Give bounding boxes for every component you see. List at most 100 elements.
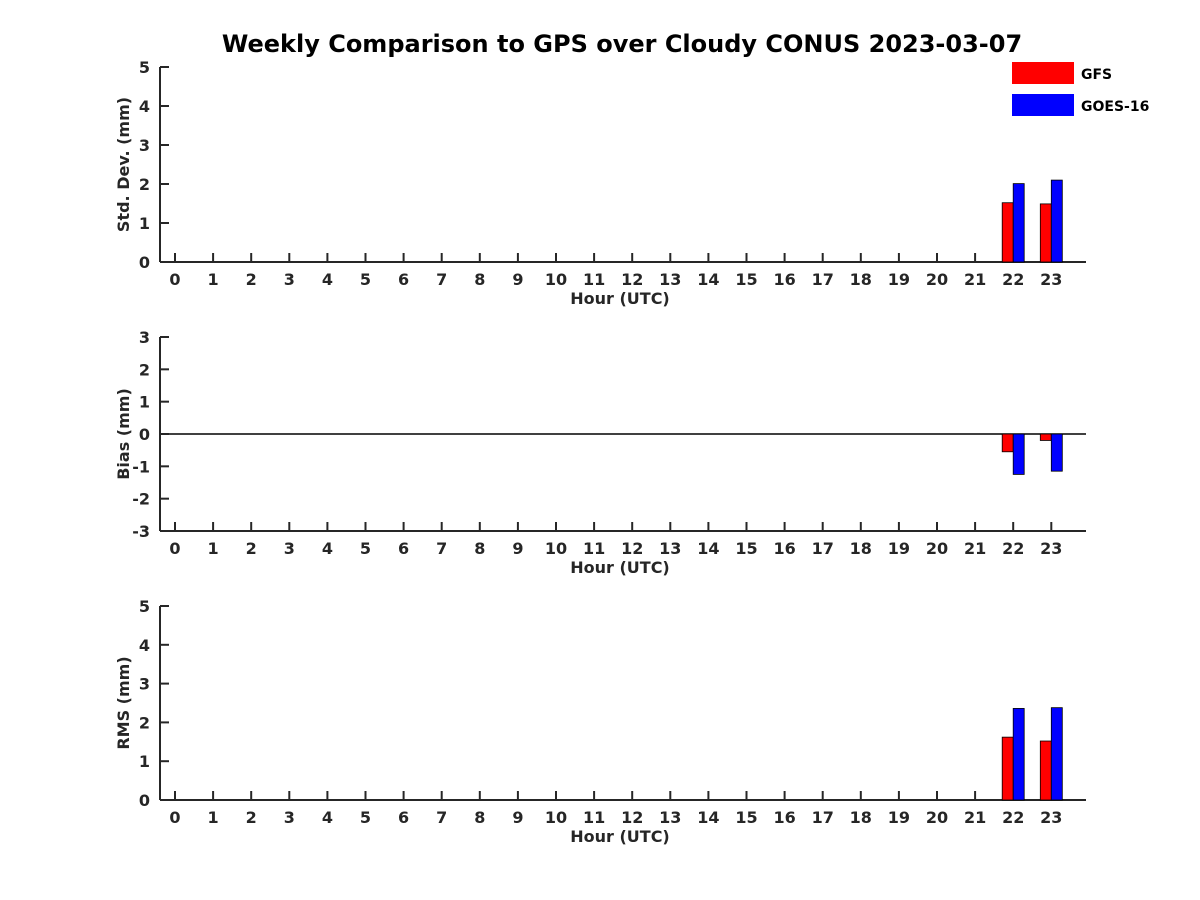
x-tick-label: 6 [398, 270, 409, 289]
legend: GFS GOES-16 [1012, 62, 1149, 116]
bar-goes-16-hour-22 [1012, 183, 1025, 263]
bar-gfs-hour-22 [1001, 736, 1014, 801]
x-tick-label: 18 [850, 270, 872, 289]
bar-goes-16-hour-23 [1050, 179, 1063, 263]
y-tick-label: 2 [139, 713, 150, 732]
x-tick-label: 7 [436, 808, 447, 827]
x-tick-label: 20 [926, 539, 948, 558]
x-tick-label: 4 [322, 539, 333, 558]
x-tick-label: 9 [512, 808, 523, 827]
x-tick-label: 20 [926, 270, 948, 289]
bar-gfs-hour-22 [1001, 433, 1014, 453]
x-tick-label: 6 [398, 539, 409, 558]
x-tick-label: 23 [1040, 270, 1062, 289]
x-tick-label: 8 [474, 808, 485, 827]
x-axis-label: Hour (UTC) [570, 558, 670, 577]
x-tick-label: 15 [735, 539, 757, 558]
x-tick-label: 22 [1002, 539, 1024, 558]
x-tick-label: 4 [322, 808, 333, 827]
x-tick-label: 7 [436, 270, 447, 289]
x-tick-label: 19 [888, 808, 910, 827]
x-tick-label: 20 [926, 808, 948, 827]
x-tick-label: 5 [360, 270, 371, 289]
x-tick-label: 11 [583, 539, 605, 558]
x-tick-label: 11 [583, 270, 605, 289]
y-tick-label: 3 [139, 328, 150, 347]
x-tick-label: 23 [1040, 539, 1062, 558]
x-tick-label: 10 [545, 270, 567, 289]
x-tick-label: 13 [659, 539, 681, 558]
x-tick-label: 9 [512, 270, 523, 289]
x-axis-label: Hour (UTC) [570, 827, 670, 846]
x-tick-label: 23 [1040, 808, 1062, 827]
y-tick-label: 0 [139, 425, 150, 444]
x-tick-label: 0 [169, 270, 180, 289]
y-tick-label: 2 [139, 175, 150, 194]
x-tick-label: 6 [398, 808, 409, 827]
x-tick-label: 14 [697, 539, 719, 558]
x-tick-label: 12 [621, 808, 643, 827]
y-tick-label: -1 [132, 457, 150, 476]
x-tick-label: 5 [360, 539, 371, 558]
x-tick-label: 13 [659, 270, 681, 289]
x-tick-label: 3 [284, 270, 295, 289]
x-tick-label: 1 [208, 808, 219, 827]
x-tick-label: 16 [773, 539, 795, 558]
x-tick-label: 8 [474, 539, 485, 558]
bar-gfs-hour-23 [1039, 433, 1052, 441]
y-tick-label: -2 [132, 490, 150, 509]
bar-goes-16-hour-22 [1012, 433, 1025, 475]
x-tick-label: 7 [436, 539, 447, 558]
x-tick-label: 17 [812, 270, 834, 289]
x-tick-label: 16 [773, 808, 795, 827]
x-tick-label: 17 [812, 808, 834, 827]
y-tick-label: 4 [139, 97, 150, 116]
y-tick-label: 1 [139, 752, 150, 771]
x-tick-label: 22 [1002, 808, 1024, 827]
x-tick-label: 0 [169, 539, 180, 558]
x-tick-label: 13 [659, 808, 681, 827]
x-tick-label: 14 [697, 270, 719, 289]
x-tick-label: 2 [246, 539, 257, 558]
legend-label: GOES-16 [1081, 99, 1149, 115]
x-tick-label: 12 [621, 270, 643, 289]
x-tick-label: 0 [169, 808, 180, 827]
bar-goes-16-hour-22 [1012, 708, 1025, 801]
x-tick-label: 1 [208, 270, 219, 289]
x-tick-label: 18 [850, 808, 872, 827]
x-tick-label: 21 [964, 539, 986, 558]
x-tick-label: 21 [964, 270, 986, 289]
x-tick-label: 2 [246, 270, 257, 289]
x-tick-label: 4 [322, 270, 333, 289]
bar-gfs-hour-23 [1039, 740, 1052, 801]
legend-swatch [1012, 94, 1074, 116]
x-tick-label: 22 [1002, 270, 1024, 289]
x-tick-label: 15 [735, 270, 757, 289]
y-tick-label: 0 [139, 791, 150, 810]
x-tick-label: 10 [545, 539, 567, 558]
x-tick-label: 19 [888, 539, 910, 558]
y-axis-label: RMS (mm) [114, 656, 133, 749]
x-tick-label: 16 [773, 270, 795, 289]
y-tick-label: -3 [132, 522, 150, 541]
y-tick-label: 1 [139, 393, 150, 412]
bar-gfs-hour-22 [1001, 202, 1014, 263]
x-tick-label: 10 [545, 808, 567, 827]
x-tick-label: 19 [888, 270, 910, 289]
x-tick-label: 1 [208, 539, 219, 558]
chart-title: Weekly Comparison to GPS over Cloudy CON… [221, 30, 1023, 58]
x-tick-label: 5 [360, 808, 371, 827]
y-tick-label: 0 [139, 253, 150, 272]
x-tick-label: 17 [812, 539, 834, 558]
x-tick-label: 3 [284, 808, 295, 827]
y-tick-label: 2 [139, 360, 150, 379]
x-tick-label: 3 [284, 539, 295, 558]
x-tick-label: 15 [735, 808, 757, 827]
y-tick-label: 4 [139, 636, 150, 655]
x-axis-label: Hour (UTC) [570, 289, 670, 308]
y-axis-label: Bias (mm) [114, 388, 133, 480]
